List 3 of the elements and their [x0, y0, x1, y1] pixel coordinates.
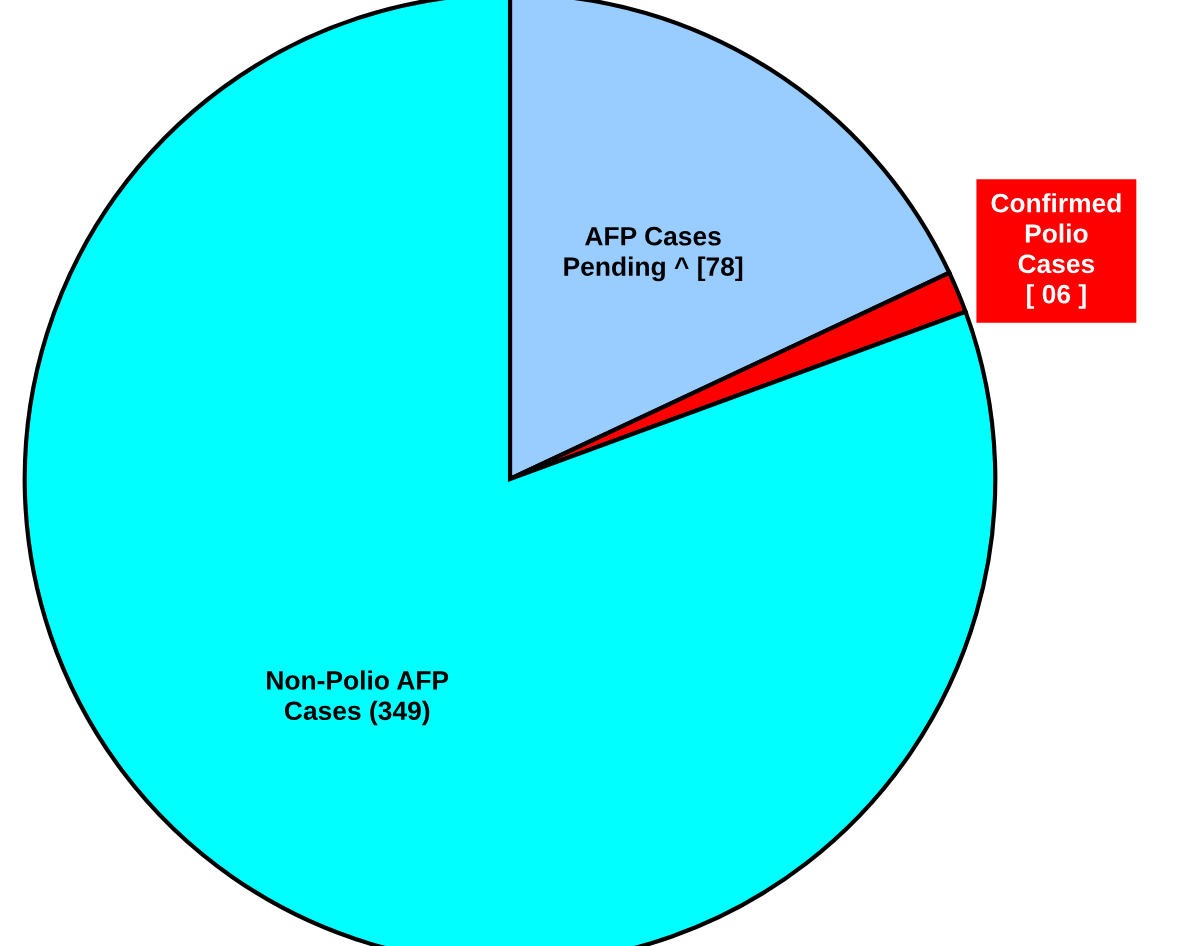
slice-label: Non-Polio AFP Cases (349) — [267, 670, 449, 726]
slice-label: Confirmed Polio Cases [ 06 ] — [991, 193, 1121, 309]
slice-label: AFP Cases Pending ^ [78] — [564, 226, 743, 282]
